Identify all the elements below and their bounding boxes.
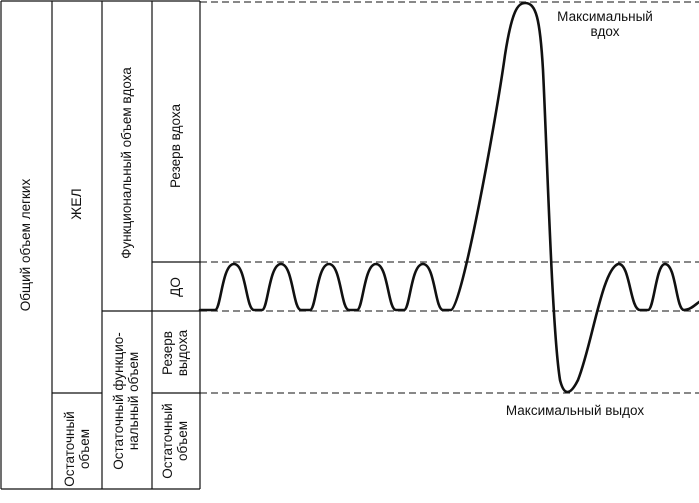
label-residual-volume-b: Остаточный объем xyxy=(160,397,192,485)
annotation-max-inhale: Максимальный вдох xyxy=(545,9,665,39)
max-inhale-line1: Максимальный xyxy=(557,9,653,24)
label-inspiratory-reserve: Резерв вдоха xyxy=(168,104,183,188)
residual-b-line1: Остаточный xyxy=(160,403,175,479)
table-frame xyxy=(0,0,201,490)
label-residual-volume-a: Остаточный объем xyxy=(62,395,94,503)
functional-residual-line2: нальный объем xyxy=(126,351,141,451)
residual-b-line2: объем xyxy=(175,420,190,462)
reference-lines xyxy=(200,1,699,394)
label-functional-residual: Остаточный функцио- нальный объем xyxy=(111,324,143,478)
max-inhale-line2: вдох xyxy=(590,24,620,39)
label-total-volume: Общий объем легких xyxy=(18,178,33,312)
expiratory-reserve-line1: Резерв xyxy=(160,331,175,375)
label-vital-capacity: ЖЕЛ xyxy=(68,188,84,220)
label-expiratory-reserve: Резерв выдоха xyxy=(160,313,192,393)
label-functional-inspiratory: Функциональный объем вдоха xyxy=(119,67,134,259)
expiratory-reserve-line2: выдоха xyxy=(175,329,190,377)
annotation-max-exhale: Максимальный выдох xyxy=(505,403,645,418)
lung-volume-diagram: Общий объем легких ЖЕЛ Остаточный объем … xyxy=(0,0,699,490)
spirogram-curve xyxy=(198,1,699,394)
residual-a-line1: Остаточный xyxy=(62,411,77,487)
label-tidal-volume: ДО xyxy=(168,277,183,297)
residual-a-line2: объем xyxy=(77,428,92,470)
diagram-canvas xyxy=(0,0,699,490)
functional-residual-line1: Остаточный функцио- xyxy=(111,332,126,470)
